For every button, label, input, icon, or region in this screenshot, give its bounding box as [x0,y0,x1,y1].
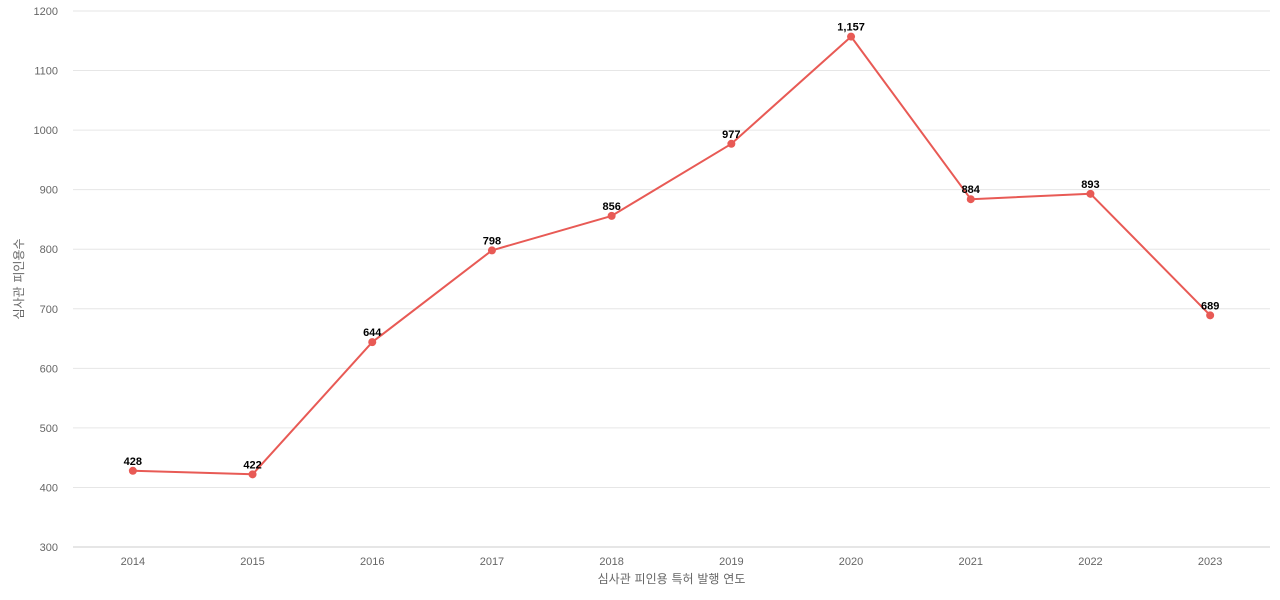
x-tick-label: 2019 [719,556,743,568]
x-tick-label: 2021 [959,556,983,568]
x-axis-ticks: 2014 2015 2016 2017 2018 2019 2020 2021 2022 2023 [121,556,1223,568]
x-axis-title: 심사관 피인용 특허 발행 연도 [598,571,746,586]
gridlines [73,10,1270,488]
y-tick-label: 1200 [34,6,58,18]
y-tick-label: 700 [40,304,58,316]
data-label: 977 [722,129,740,141]
data-point[interactable] [966,195,975,204]
data-label: 689 [1201,300,1219,312]
data-label: 422 [243,459,261,471]
y-axis-ticks: 300 400 500 600 700 800 900 1000 1100 1200 [34,6,58,554]
x-tick-label: 2023 [1198,556,1222,568]
y-tick-label: 300 [40,542,58,554]
x-tick-label: 2017 [480,556,504,568]
data-label: 428 [124,456,142,468]
x-tick-label: 2022 [1078,556,1102,568]
data-point[interactable] [727,139,736,148]
y-tick-label: 800 [40,244,58,256]
data-point[interactable] [368,338,377,347]
series-layer [128,32,1215,479]
x-tick-label: 2018 [599,556,623,568]
x-tick-label: 2016 [360,556,384,568]
data-point[interactable] [248,470,257,479]
data-label: 884 [962,184,981,196]
data-point[interactable] [487,246,496,255]
y-tick-label: 1100 [34,66,58,78]
y-tick-label: 500 [40,423,58,435]
data-labels: 428 422 644 798 856 977 1,157 884 893 689 [124,22,1220,472]
y-tick-label: 400 [40,482,58,494]
x-tick-label: 2015 [240,556,264,568]
data-point[interactable] [1086,189,1095,198]
y-axis-title: 심사관 피인용수 [12,238,26,319]
y-tick-label: 1000 [34,125,58,137]
series-line [132,35,1211,476]
data-label: 644 [363,327,382,339]
data-label: 893 [1081,179,1099,191]
data-point[interactable] [128,466,137,475]
x-tick-label: 2014 [121,556,145,568]
data-label: 798 [483,235,501,247]
data-label: 1,157 [837,22,865,34]
y-tick-label: 900 [40,185,58,197]
x-tick-label: 2020 [839,556,863,568]
data-point[interactable] [607,211,616,220]
y-tick-label: 600 [40,363,58,375]
data-point[interactable] [1206,311,1215,320]
data-point[interactable] [847,32,856,41]
data-label: 856 [602,201,620,213]
